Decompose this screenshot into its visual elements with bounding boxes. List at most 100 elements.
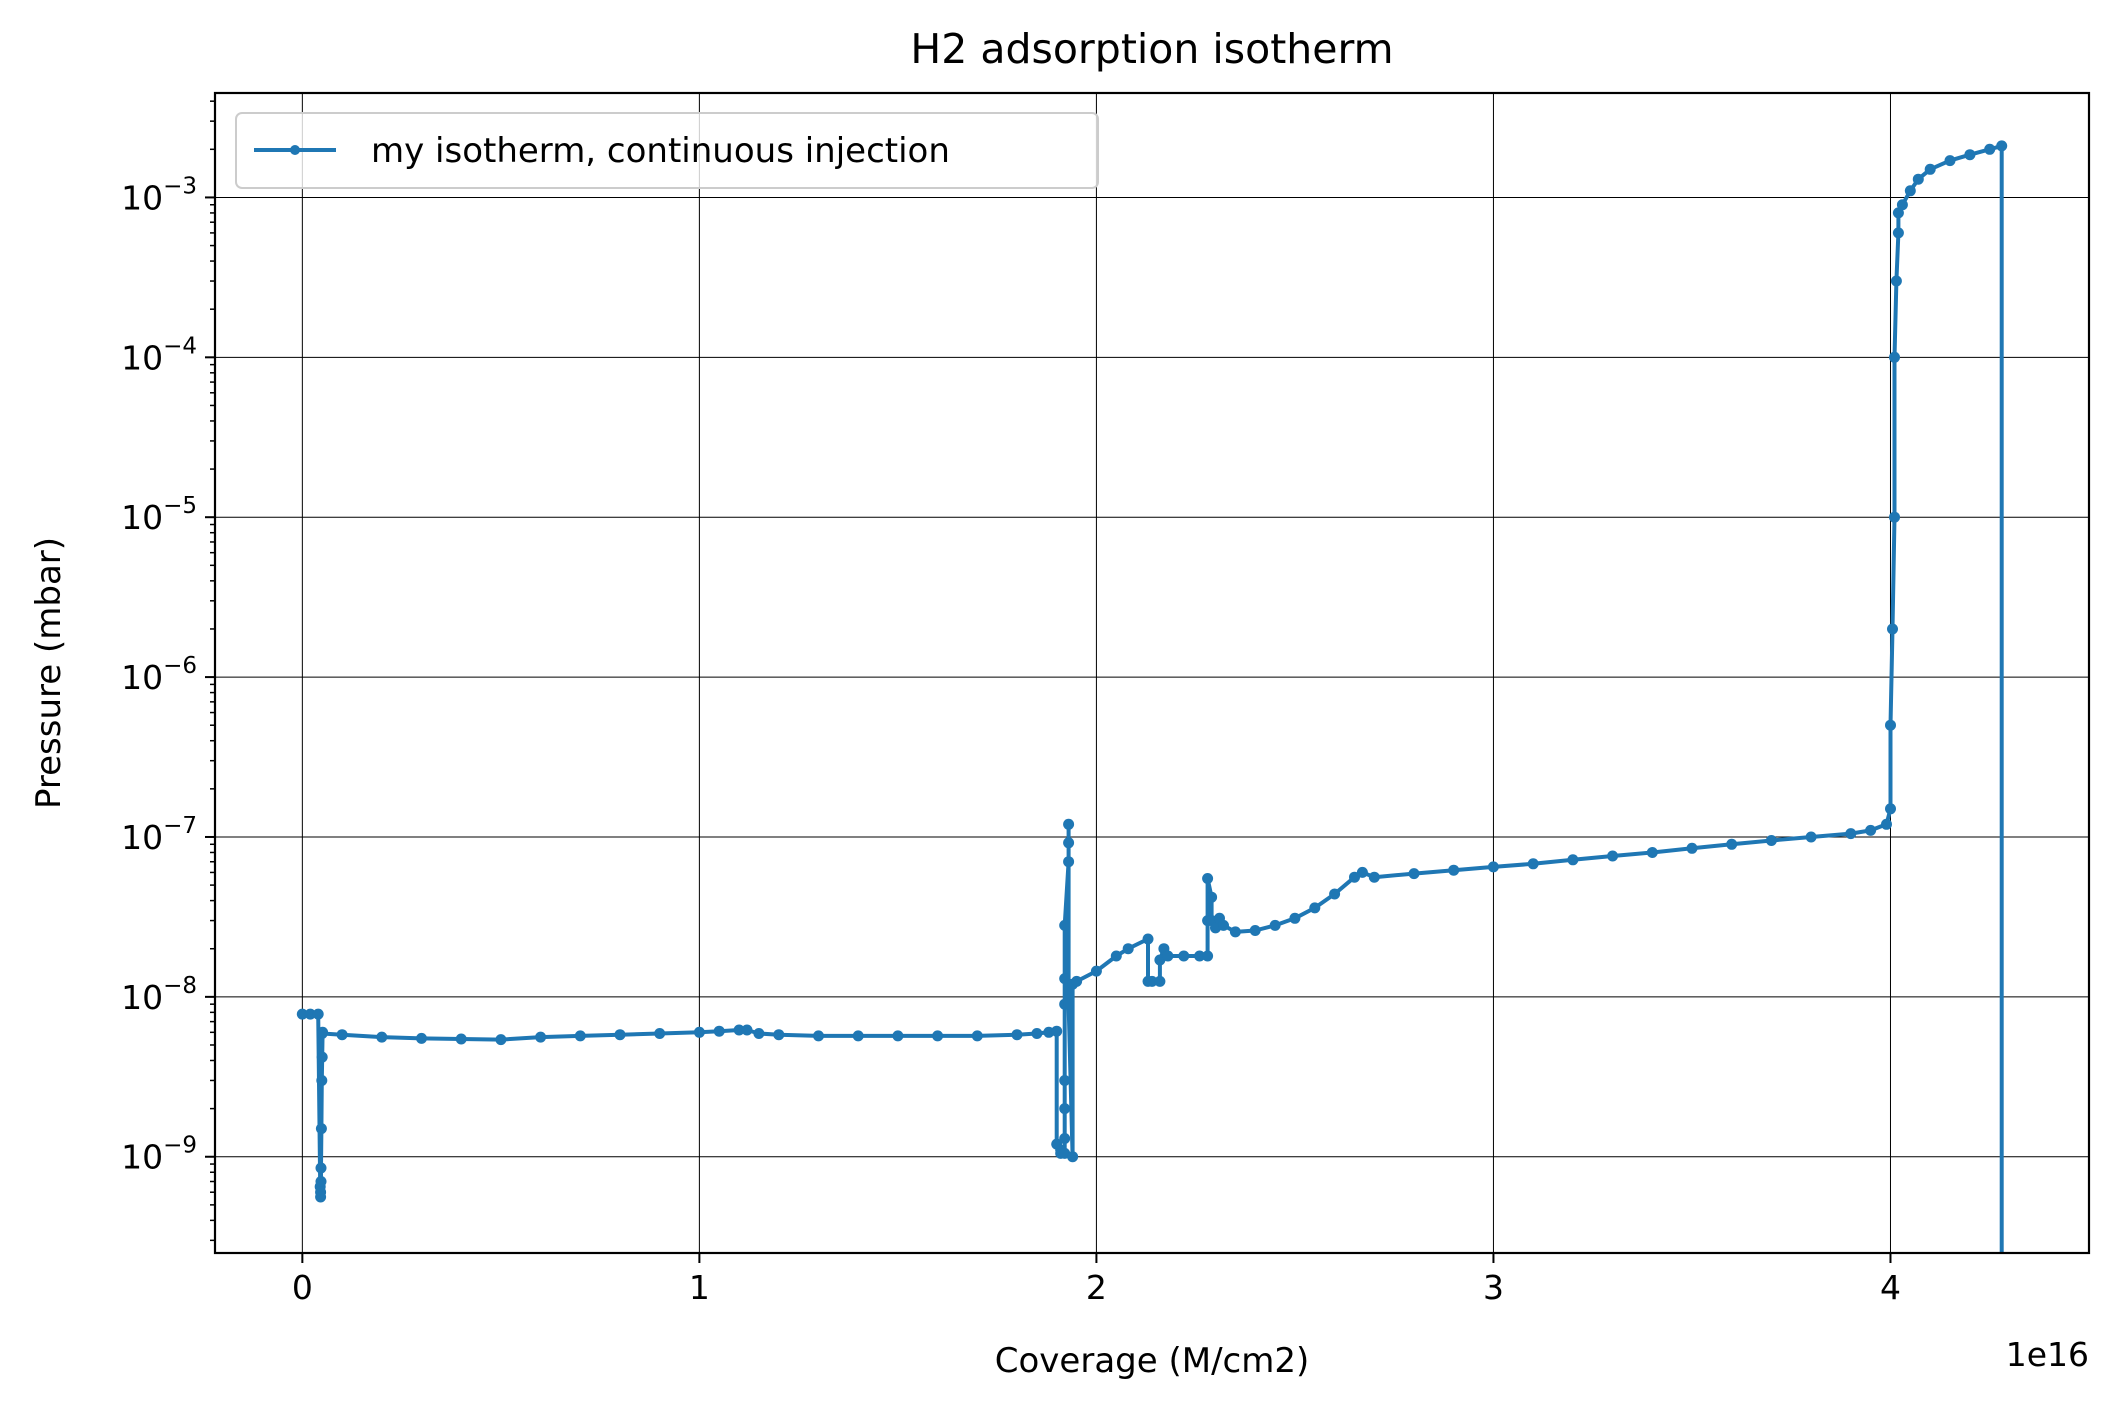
data-point xyxy=(1944,155,1956,167)
data-point xyxy=(455,1033,467,1045)
data-point xyxy=(1202,873,1214,884)
y-tick-label: 10−4 xyxy=(121,333,197,377)
data-point xyxy=(614,1029,626,1041)
data-point xyxy=(1964,149,1976,161)
data-point xyxy=(971,1030,983,1042)
data-point xyxy=(315,1191,327,1203)
data-point xyxy=(1726,838,1738,850)
data-point xyxy=(741,1024,753,1036)
data-point xyxy=(1892,227,1904,239)
data-point xyxy=(315,1162,327,1174)
data-point xyxy=(1487,861,1499,873)
axis-ticks: 0 1 2 3 4 10−9 10−8 10−7 10−6 10−5 10−4 10−3 xyxy=(121,100,1901,1307)
data-point xyxy=(1329,888,1341,900)
data-point xyxy=(1090,965,1102,977)
data-point xyxy=(1845,828,1857,840)
data-point xyxy=(1051,1025,1063,1037)
data-point xyxy=(813,1030,824,1042)
data-point xyxy=(1924,163,1936,175)
data-point xyxy=(1896,199,1908,211)
data-point xyxy=(316,1028,328,1039)
legend: my isotherm, continuous injection xyxy=(235,112,1099,189)
data-point xyxy=(1408,868,1420,880)
data-point xyxy=(1912,173,1924,185)
data-point xyxy=(1887,623,1898,635)
data-point xyxy=(1063,856,1075,868)
y-tick-label: 10−3 xyxy=(121,173,197,217)
data-point xyxy=(1059,1075,1071,1086)
data-point xyxy=(1229,926,1241,938)
grid xyxy=(215,93,2089,1253)
data-point xyxy=(892,1030,904,1042)
chart-title: H2 adsorption isotherm xyxy=(910,25,1393,73)
data-point xyxy=(1889,511,1900,523)
data-point xyxy=(1607,850,1619,862)
data-point xyxy=(312,1008,324,1020)
data-point xyxy=(1996,140,2008,152)
data-point xyxy=(1646,847,1658,858)
data-point xyxy=(1309,902,1321,914)
data-point xyxy=(416,1032,427,1044)
data-point xyxy=(574,1030,586,1042)
data-point xyxy=(654,1028,666,1039)
data-point xyxy=(1349,871,1360,883)
data-point xyxy=(1984,143,1996,155)
x-tick-label: 3 xyxy=(1483,1268,1504,1307)
data-point xyxy=(1356,866,1368,878)
data-point xyxy=(1178,950,1190,962)
data-point xyxy=(1059,919,1071,931)
data-point xyxy=(315,1176,327,1187)
legend-swatch-marker xyxy=(290,145,300,155)
data-point xyxy=(733,1024,745,1036)
data-point xyxy=(1063,998,1075,1010)
data-point xyxy=(1071,975,1083,987)
data-point xyxy=(1011,1029,1023,1041)
data-point xyxy=(1249,925,1261,936)
data-point xyxy=(1904,185,1916,197)
data-point xyxy=(1805,831,1817,843)
legend-box xyxy=(235,112,1099,189)
data-series xyxy=(296,140,2008,1253)
data-point xyxy=(1881,818,1892,830)
x-tick-label: 2 xyxy=(1086,1268,1107,1307)
data-point xyxy=(336,1029,348,1041)
data-point xyxy=(316,1075,328,1086)
data-point xyxy=(1218,919,1229,931)
data-point xyxy=(296,1008,308,1020)
data-point xyxy=(1206,891,1218,903)
data-point xyxy=(1567,854,1579,866)
data-point xyxy=(1031,1028,1043,1039)
data-point xyxy=(1269,919,1281,931)
data-point xyxy=(304,1008,316,1020)
x-tick-label: 1 xyxy=(689,1268,710,1307)
legend-label: my isotherm, continuous injection xyxy=(371,131,950,171)
data-point xyxy=(1063,837,1075,849)
data-point xyxy=(1059,973,1071,985)
data-point xyxy=(1368,871,1380,883)
data-point xyxy=(1059,1133,1071,1144)
data-point xyxy=(1162,950,1174,962)
data-point xyxy=(852,1030,864,1042)
x-axis-label: Coverage (M/cm2) xyxy=(995,1341,1309,1381)
data-point xyxy=(1686,842,1698,854)
data-point xyxy=(713,1025,725,1037)
data-point xyxy=(1289,912,1301,924)
data-point xyxy=(753,1028,765,1039)
data-point xyxy=(316,1051,328,1063)
data-point xyxy=(1865,824,1877,836)
x-axis-offset-label: 1e16 xyxy=(2006,1335,2089,1374)
data-point xyxy=(773,1029,785,1041)
data-point xyxy=(1146,975,1158,987)
data-point xyxy=(1110,950,1122,962)
data-point xyxy=(1154,975,1166,987)
data-point xyxy=(1194,950,1206,962)
y-tick-label: 10−6 xyxy=(121,653,197,697)
data-point xyxy=(1448,864,1460,876)
data-point xyxy=(1765,835,1777,846)
data-point xyxy=(1885,719,1896,731)
data-point xyxy=(693,1026,705,1038)
data-point xyxy=(495,1034,507,1046)
x-tick-label: 4 xyxy=(1880,1268,1901,1307)
